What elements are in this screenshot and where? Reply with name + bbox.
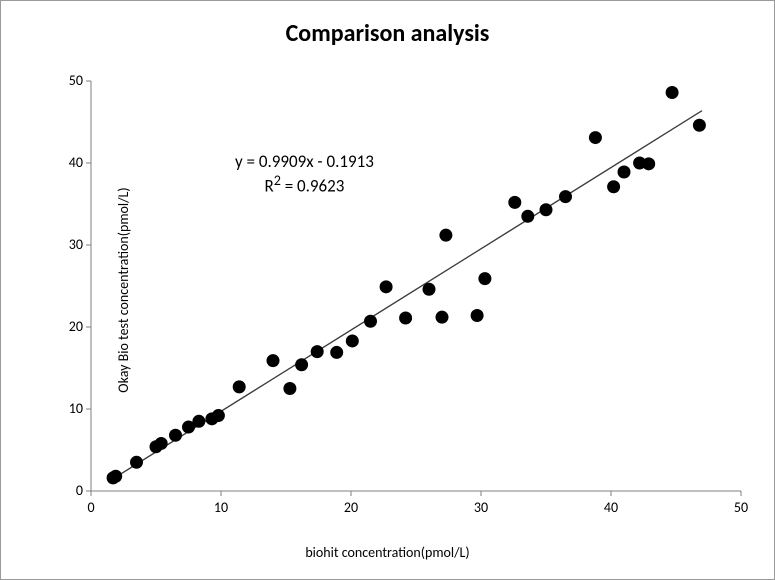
y-tick-label: 20 [43,318,83,335]
x-tick-label: 0 [76,499,106,516]
chart-title: Comparison analysis [1,19,774,48]
x-tick-label: 30 [466,499,496,516]
y-tick-label: 40 [43,154,83,171]
y-tick-label: 0 [43,482,83,499]
regression-equation: y = 0.9909x - 0.1913 [235,151,374,172]
x-tick-label: 20 [336,499,366,516]
x-tick-label: 50 [726,499,756,516]
x-tick-label: 10 [206,499,236,516]
x-tick-label: 40 [596,499,626,516]
y-tick-label: 10 [43,400,83,417]
r-squared: R2 = 0.9623 [235,172,374,197]
x-axis-label: biohit concentration(pmol/L) [305,544,469,561]
plot-area [91,81,741,491]
y-tick-label: 30 [43,236,83,253]
regression-annotation: y = 0.9909x - 0.1913 R2 = 0.9623 [235,151,374,197]
chart-container: Comparison analysis Okay Bio test concen… [0,0,775,580]
y-tick-label: 50 [43,72,83,89]
